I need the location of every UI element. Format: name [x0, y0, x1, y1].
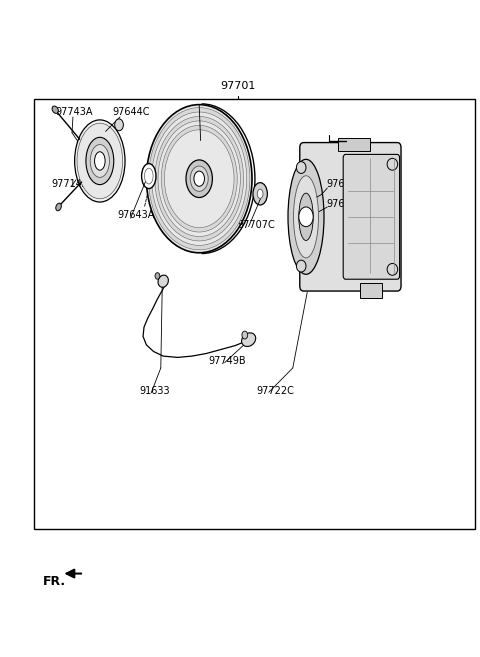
Ellipse shape	[77, 124, 122, 198]
Text: 97707C: 97707C	[238, 219, 276, 230]
Ellipse shape	[74, 120, 125, 202]
Ellipse shape	[90, 145, 109, 177]
Text: 97714A: 97714A	[52, 179, 89, 189]
Text: 97680C: 97680C	[326, 179, 364, 189]
Ellipse shape	[158, 121, 240, 237]
Ellipse shape	[142, 164, 156, 189]
Ellipse shape	[299, 193, 313, 240]
Ellipse shape	[152, 112, 247, 245]
Ellipse shape	[387, 158, 397, 170]
Bar	[338, 138, 370, 151]
Ellipse shape	[296, 162, 306, 173]
Ellipse shape	[56, 203, 61, 211]
Ellipse shape	[242, 331, 248, 339]
Ellipse shape	[148, 108, 250, 250]
Bar	[34, 99, 475, 529]
Text: 97743A: 97743A	[55, 106, 93, 117]
Ellipse shape	[115, 119, 123, 131]
FancyBboxPatch shape	[343, 154, 399, 279]
Ellipse shape	[155, 116, 243, 241]
Ellipse shape	[161, 125, 237, 232]
Ellipse shape	[95, 152, 105, 170]
Ellipse shape	[257, 189, 263, 198]
Ellipse shape	[387, 263, 397, 275]
Text: 97643E: 97643E	[187, 131, 224, 141]
Ellipse shape	[293, 175, 319, 258]
Ellipse shape	[253, 183, 267, 205]
Ellipse shape	[288, 159, 324, 275]
Text: 97722C: 97722C	[257, 386, 295, 396]
Bar	[360, 283, 382, 298]
Ellipse shape	[146, 104, 252, 253]
Text: 97643A: 97643A	[118, 210, 155, 221]
Ellipse shape	[194, 171, 204, 187]
Text: 97701: 97701	[220, 81, 255, 91]
FancyBboxPatch shape	[300, 143, 401, 291]
Ellipse shape	[155, 273, 160, 279]
Text: FR.: FR.	[43, 575, 66, 588]
Text: 97652B: 97652B	[326, 198, 364, 209]
Ellipse shape	[186, 160, 212, 198]
Text: 97644C: 97644C	[113, 106, 150, 117]
Text: 91633: 91633	[139, 386, 170, 396]
Circle shape	[299, 207, 313, 227]
Ellipse shape	[144, 168, 153, 184]
Ellipse shape	[296, 260, 306, 272]
Ellipse shape	[241, 333, 256, 346]
Ellipse shape	[190, 166, 208, 191]
Ellipse shape	[164, 130, 234, 227]
Ellipse shape	[52, 106, 59, 114]
Text: 97749B: 97749B	[209, 356, 246, 367]
Ellipse shape	[158, 275, 168, 287]
Ellipse shape	[86, 137, 114, 185]
